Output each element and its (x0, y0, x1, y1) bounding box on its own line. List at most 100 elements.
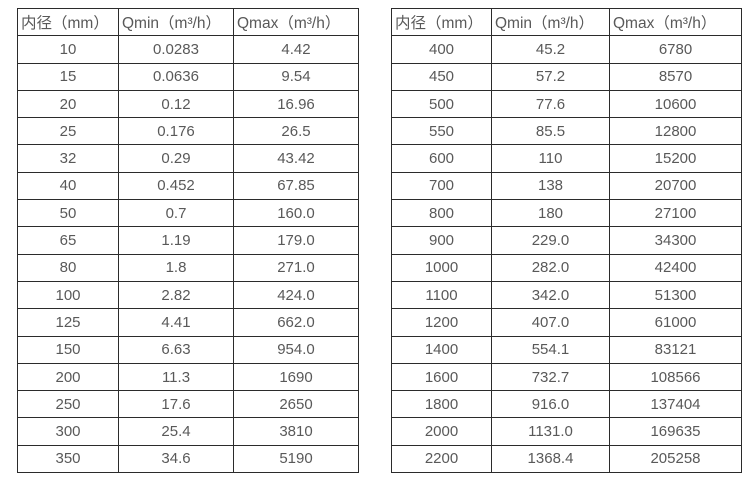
table-cell: 5190 (233, 444, 359, 474)
table-row: 10 0.0283 4.42 (17, 35, 359, 64)
table-cell: 282.0 (491, 253, 610, 282)
table-cell: 4.41 (118, 308, 234, 337)
table-cell: 150 (17, 335, 119, 364)
column-header: Qmax（m³/h） (609, 7, 742, 37)
table-cell: 1000 (391, 253, 492, 282)
table-row: 600 110 15200 (391, 144, 742, 173)
table-cell: 138 (491, 171, 610, 201)
table-row: 500 77.6 10600 (391, 89, 742, 119)
table-cell: 8570 (609, 62, 742, 91)
table-cell: 200 (17, 362, 119, 392)
table-cell: 600 (391, 144, 492, 173)
column-header: 内径（mm） (17, 7, 119, 37)
table-row: 1200 407.0 61000 (391, 308, 742, 337)
table-cell: 80 (17, 253, 119, 282)
table-cell: 2200 (391, 444, 492, 474)
table-cell: 2.82 (118, 280, 234, 310)
table-cell: 100 (17, 280, 119, 310)
table-cell: 1800 (391, 390, 492, 419)
table-cell: 45.2 (491, 35, 610, 64)
column-header: Qmin（m³/h） (118, 7, 234, 37)
table-cell: 50 (17, 199, 119, 228)
table-cell: 3810 (233, 417, 359, 446)
table-cell: 1.8 (118, 253, 234, 282)
spec-tables-container: 内径（mm） Qmin（m³/h） Qmax（m³/h） 10 0.0283 4.42 15… (17, 7, 742, 474)
table-cell: 11.3 (118, 362, 234, 392)
table-row: 1100 342.0 51300 (391, 280, 742, 310)
table-cell: 407.0 (491, 308, 610, 337)
table-cell: 61000 (609, 308, 742, 337)
table-cell: 34300 (609, 226, 742, 255)
table-cell: 1131.0 (491, 417, 610, 446)
table-cell: 25.4 (118, 417, 234, 446)
table-row: 200 11.3 1690 (17, 362, 359, 392)
table-cell: 40 (17, 171, 119, 201)
table-row: 65 1.19 179.0 (17, 226, 359, 255)
header-row: 内径（mm） Qmin（m³/h） Qmax（m³/h） (17, 7, 359, 37)
table-cell: 51300 (609, 280, 742, 310)
table-cell: 0.29 (118, 144, 234, 173)
table-cell: 32 (17, 144, 119, 173)
table-row: 15 0.0636 9.54 (17, 62, 359, 91)
column-header: Qmax（m³/h） (233, 7, 359, 37)
table-cell: 0.12 (118, 89, 234, 119)
table-row: 1600 732.7 108566 (391, 362, 742, 392)
table-row: 100 2.82 424.0 (17, 280, 359, 310)
table-row: 25 0.176 26.5 (17, 117, 359, 146)
table-cell: 1400 (391, 335, 492, 364)
table-cell: 800 (391, 199, 492, 228)
table-cell: 954.0 (233, 335, 359, 364)
table-cell: 342.0 (491, 280, 610, 310)
table-cell: 179.0 (233, 226, 359, 255)
header-row: 内径（mm） Qmin（m³/h） Qmax（m³/h） (391, 7, 742, 37)
table-cell: 110 (491, 144, 610, 173)
table-row: 300 25.4 3810 (17, 417, 359, 446)
table-cell: 17.6 (118, 390, 234, 419)
table-row: 150 6.63 954.0 (17, 335, 359, 364)
table-cell: 20 (17, 89, 119, 119)
table-row: 32 0.29 43.42 (17, 144, 359, 173)
table-cell: 108566 (609, 362, 742, 392)
table-cell: 550 (391, 117, 492, 146)
table-cell: 0.452 (118, 171, 234, 201)
table-row: 2200 1368.4 205258 (391, 444, 742, 474)
table-cell: 350 (17, 444, 119, 474)
table-cell: 83121 (609, 335, 742, 364)
table-cell: 67.85 (233, 171, 359, 201)
table-cell: 6.63 (118, 335, 234, 364)
table-row: 450 57.2 8570 (391, 62, 742, 91)
table-cell: 42400 (609, 253, 742, 282)
table-row: 700 138 20700 (391, 171, 742, 201)
column-header: Qmin（m³/h） (491, 7, 610, 37)
table-row: 50 0.7 160.0 (17, 199, 359, 228)
flow-spec-table-large-diameters: 内径（mm） Qmin（m³/h） Qmax（m³/h） 400 45.2 6780 450… (391, 7, 742, 474)
table-cell: 0.0636 (118, 62, 234, 91)
table-cell: 12800 (609, 117, 742, 146)
table-cell: 450 (391, 62, 492, 91)
table-cell: 271.0 (233, 253, 359, 282)
table-cell: 6780 (609, 35, 742, 64)
table-row: 550 85.5 12800 (391, 117, 742, 146)
table-cell: 10 (17, 35, 119, 64)
table-row: 800 180 27100 (391, 199, 742, 228)
table-row: 20 0.12 16.96 (17, 89, 359, 119)
table-row: 2000 1131.0 169635 (391, 417, 742, 446)
table-cell: 916.0 (491, 390, 610, 419)
table-cell: 4.42 (233, 35, 359, 64)
table-cell: 27100 (609, 199, 742, 228)
table-row: 1800 916.0 137404 (391, 390, 742, 419)
table-cell: 250 (17, 390, 119, 419)
table-cell: 160.0 (233, 199, 359, 228)
table-row: 1000 282.0 42400 (391, 253, 742, 282)
table-row: 125 4.41 662.0 (17, 308, 359, 337)
table-cell: 20700 (609, 171, 742, 201)
table-cell: 0.0283 (118, 35, 234, 64)
table-cell: 16.96 (233, 89, 359, 119)
table-cell: 65 (17, 226, 119, 255)
table-cell: 25 (17, 117, 119, 146)
table-cell: 15200 (609, 144, 742, 173)
table-cell: 0.176 (118, 117, 234, 146)
table-cell: 229.0 (491, 226, 610, 255)
flow-spec-table-small-diameters: 内径（mm） Qmin（m³/h） Qmax（m³/h） 10 0.0283 4.42 15… (17, 7, 359, 474)
table-cell: 900 (391, 226, 492, 255)
